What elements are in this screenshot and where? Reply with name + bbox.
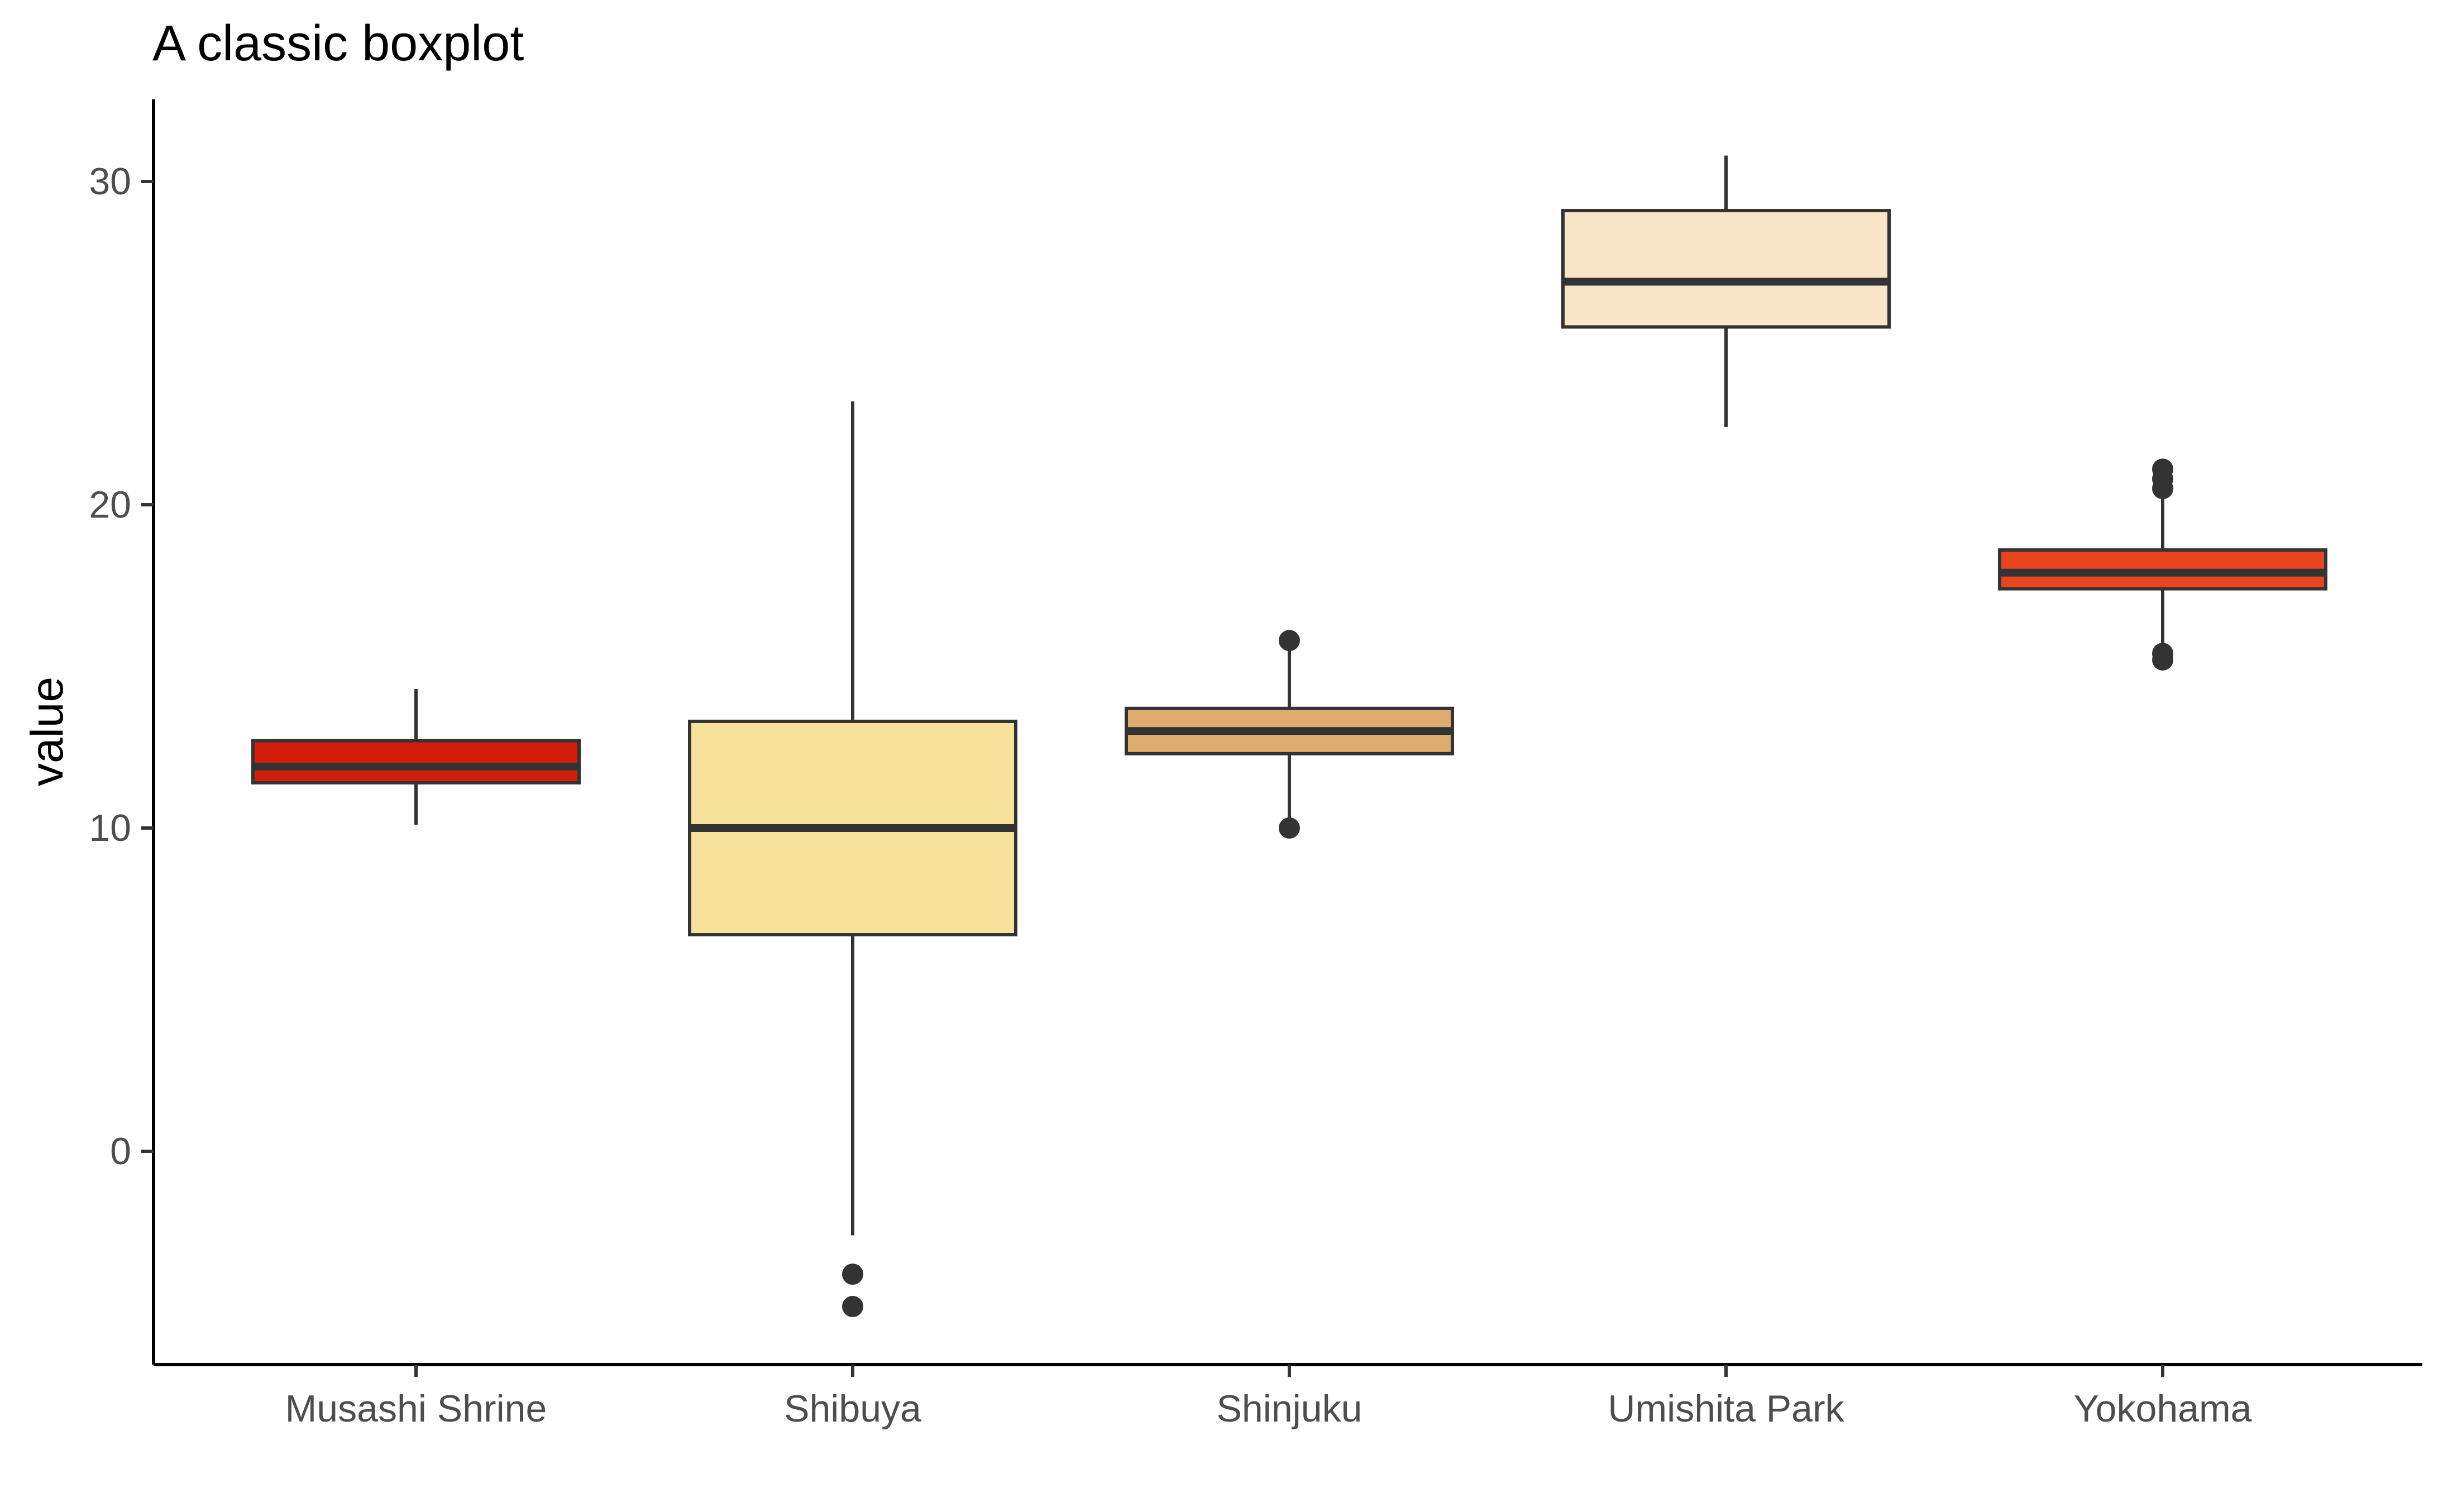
plot-area — [251, 155, 2327, 1317]
chart-title: A classic boxplot — [152, 16, 524, 71]
box-group-musashi-shrine — [251, 689, 581, 825]
box-iqr — [251, 739, 581, 784]
outlier-point — [2152, 649, 2173, 671]
y-axis-title: value — [22, 677, 73, 786]
axes: 0 10 20 30 Musashi Shrine Shibuya Shinjuku Umis… — [89, 99, 2422, 1430]
y-tick-label: 30 — [89, 160, 131, 203]
y-tick-label: 20 — [89, 484, 131, 526]
x-tick-label: Umishita Park — [1608, 1387, 1844, 1430]
y-tick-label: 0 — [110, 1130, 131, 1173]
box-group-shinjuku — [1125, 630, 1454, 839]
outlier-point — [842, 1264, 863, 1285]
outlier-point — [842, 1295, 863, 1317]
outlier-point — [2152, 458, 2173, 480]
x-tick-label: Musashi Shrine — [285, 1387, 547, 1430]
box-group-yokohama — [1998, 458, 2327, 671]
box-group-shibuya — [688, 401, 1017, 1317]
box-group-umishita-park — [1561, 155, 1891, 428]
x-tick-label: Shinjuku — [1217, 1387, 1362, 1430]
outlier-point — [1279, 817, 1300, 839]
outlier-point — [1279, 630, 1300, 652]
x-tick-label: Yokohama — [2074, 1387, 2252, 1430]
y-tick-label: 10 — [89, 807, 131, 849]
x-tick-label: Shibuya — [784, 1387, 921, 1430]
box-iqr — [1561, 209, 1891, 329]
